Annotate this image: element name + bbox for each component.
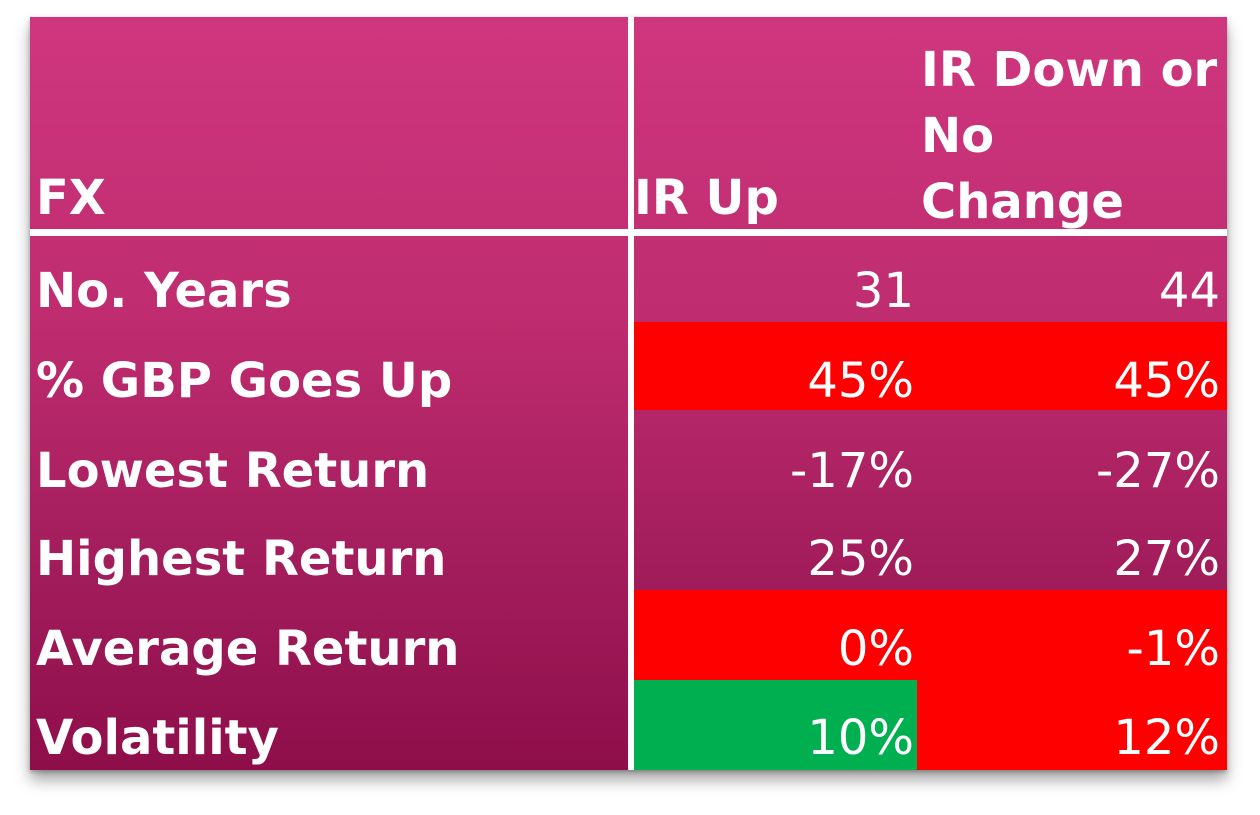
header-ir-down-line-2: No <box>921 108 995 164</box>
value-highest-return-ir-down: 27% <box>1113 531 1220 587</box>
header-ir-down-line-1: IR Down or <box>921 42 1218 98</box>
fx-interest-rate-table: FX IR Up IR Down or No Change No. Years … <box>30 17 1227 770</box>
value-volatility-ir-up: 10% <box>807 710 914 766</box>
header-ir-down-line-3: Change <box>921 174 1124 230</box>
value-highest-return-ir-up: 25% <box>807 531 914 587</box>
row-label-lowest-return: Lowest Return <box>36 443 430 499</box>
row-label-highest-return: Highest Return <box>36 531 447 587</box>
row-label-volatility: Volatility <box>36 710 279 766</box>
value-average-return-ir-down: -1% <box>1126 621 1220 677</box>
value-average-return-ir-up: 0% <box>837 621 914 677</box>
column-divider <box>628 17 634 770</box>
row-label-average-return: Average Return <box>36 621 460 677</box>
highlight-volatility-ir-up <box>634 680 917 770</box>
value-gbp-up-ir-up: 45% <box>807 353 914 409</box>
highlight-volatility-ir-down <box>917 680 1227 770</box>
header-fx: FX <box>36 170 106 226</box>
header-ir-down-or-no-change: IR Down or No Change <box>921 37 1217 235</box>
highlight-average-return-row <box>634 590 1227 680</box>
highlight-gbp-up-row <box>634 322 1227 410</box>
row-label-gbp-goes-up: % GBP Goes Up <box>36 353 453 409</box>
value-lowest-return-ir-up: -17% <box>789 443 914 499</box>
row-label-no-years: No. Years <box>36 263 292 319</box>
value-gbp-up-ir-down: 45% <box>1113 353 1220 409</box>
value-volatility-ir-down: 12% <box>1113 710 1220 766</box>
header-ir-up: IR Up <box>634 170 779 226</box>
value-lowest-return-ir-down: -27% <box>1095 443 1220 499</box>
header-divider <box>30 229 1227 236</box>
value-no-years-ir-up: 31 <box>852 263 914 319</box>
value-no-years-ir-down: 44 <box>1158 263 1220 319</box>
